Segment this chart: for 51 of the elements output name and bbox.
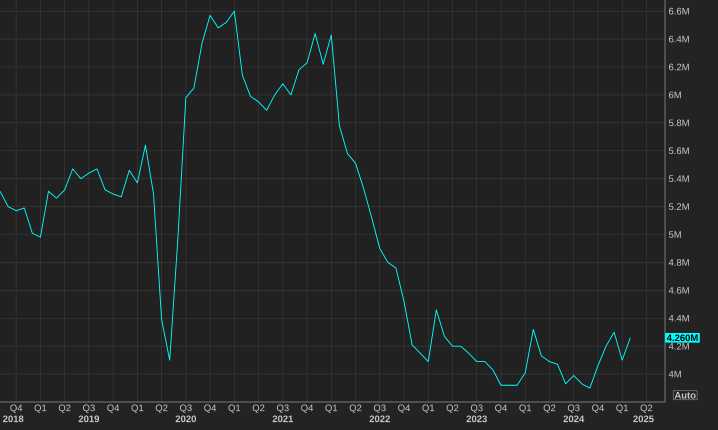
x2-tick-label: 2024 <box>564 415 584 422</box>
x-tick-label: Q2 <box>446 404 458 413</box>
text: 4.260M <box>666 334 698 342</box>
x-tick-label: Q1 <box>616 404 628 413</box>
x-tick-label: Q1 <box>422 404 434 413</box>
y-tick-label: 6M <box>669 92 681 98</box>
x-tick-label: Q2 <box>156 404 168 413</box>
y-tick-label: 5.8M <box>668 119 689 126</box>
x-tick-label: Q2 <box>252 404 264 413</box>
x-tick-label: Q3 <box>470 404 483 413</box>
y-tick-label: 5.4M <box>668 175 689 182</box>
x2-tick-label: 2020 <box>176 415 196 422</box>
x-tick-label: Q4 <box>398 404 410 413</box>
x2-tick-label: 2022 <box>370 415 390 422</box>
x-tick-label: Q4 <box>592 404 604 413</box>
y-tick-label: 4.6M <box>668 286 689 294</box>
y-tick-label: 5.2M <box>668 203 689 210</box>
x-tick-label: Q4 <box>107 404 120 413</box>
x-tick-label: Q3 <box>276 404 289 413</box>
y-tick-label: 4M <box>668 370 681 378</box>
x-tick-label: Q3 <box>83 404 95 413</box>
x-tick-label: Q3 <box>180 404 192 413</box>
y-tick-label: 4.2M <box>668 342 689 350</box>
x-tick-label: Q4 <box>301 404 314 413</box>
x-tick-label: Q2 <box>58 404 70 413</box>
x-tick-label: Q1 <box>132 404 144 413</box>
x-tick-label: Q1 <box>228 404 240 413</box>
x-tick-label: Q3 <box>374 404 386 413</box>
x-tick-label: Q4 <box>204 404 216 413</box>
x-tick-label: Q3 <box>568 404 580 413</box>
x-tick-label: Q1 <box>325 404 338 413</box>
x-tick-label: Q2 <box>544 404 556 413</box>
x-tick-label: Q4 <box>10 404 22 413</box>
x2-tick-label: 2025 <box>633 415 654 422</box>
x2-tick-label: 2021 <box>272 415 294 422</box>
y-tick-label: 4.4M <box>668 314 689 322</box>
x-tick-label: Q4 <box>495 404 508 413</box>
x-tick-label: Q1 <box>519 404 532 413</box>
text: Auto <box>674 392 696 399</box>
x2-tick-label: 2019 <box>78 415 100 422</box>
y-tick-label: 6.4M <box>669 36 689 42</box>
x2-tick-label: 2018 <box>3 415 24 422</box>
y-tick-label: 4.8M <box>668 259 689 266</box>
y-tick-label: 6.6M <box>669 8 689 15</box>
y-tick-label: 5M <box>668 231 681 238</box>
y-tick-label: 5.6M <box>668 147 689 154</box>
x-tick-label: Q2 <box>350 404 362 413</box>
y-tick-label: 6.2M <box>669 64 689 70</box>
x-tick-label: Q1 <box>34 404 46 413</box>
x2-tick-label: 2023 <box>466 415 487 422</box>
x-tick-label: Q2 <box>640 404 652 413</box>
